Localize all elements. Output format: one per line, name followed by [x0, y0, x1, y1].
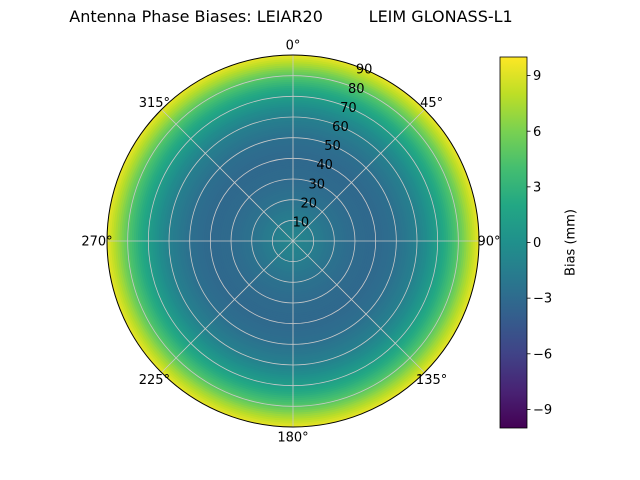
angular-tick-label: 225°: [139, 373, 170, 388]
radial-tick-label: 30: [308, 177, 325, 192]
colorbar: 9 6 3 0 −3 −6 −9 Bias (mm): [499, 56, 579, 429]
polar-spoke: [292, 109, 425, 242]
polar-outline: [106, 54, 480, 428]
radial-tick-label: 10: [293, 215, 310, 230]
angular-tick-label: 90°: [477, 235, 500, 250]
angular-tick-label: 135°: [416, 373, 447, 388]
colorbar-axis-label: Bias (mm): [564, 209, 579, 276]
radial-tick-label: 70: [340, 101, 357, 116]
colorbar-tick-label: 0: [533, 236, 541, 251]
colorbar-tick-label: −6: [533, 347, 552, 362]
radial-tick-label: 90: [356, 63, 373, 78]
angular-tick-label: 0°: [286, 39, 301, 54]
polar-spoke: [161, 240, 294, 373]
colorbar-tick-label: −3: [533, 292, 552, 307]
colorbar-tick-label: 3: [533, 180, 541, 195]
radial-tick-label: 20: [301, 196, 318, 211]
angular-tick-label: 45°: [420, 96, 443, 111]
polar-spoke: [161, 109, 294, 242]
polar-grid: [106, 54, 480, 428]
radial-tick-label: 40: [316, 158, 333, 173]
radial-tick-label: 60: [332, 120, 349, 135]
chart-title: Antenna Phase Biases: LEIAR20 LEIM GLONA…: [69, 7, 512, 26]
angular-tick-label: 315°: [139, 96, 170, 111]
angular-tick-label: 270°: [81, 235, 112, 250]
colorbar-tick-label: 9: [533, 69, 541, 84]
colorbar-tick-label: −9: [533, 403, 552, 418]
polar-spoke: [292, 240, 425, 373]
radial-tick-label: 80: [348, 82, 365, 97]
radial-tick-label: 50: [324, 139, 341, 154]
polar-axis-labels: 10 20 30 40 50 60 70 80 90 0° 45° 90° 135° 180° 225° 27…: [81, 39, 500, 446]
angular-tick-label: 180°: [277, 431, 308, 446]
colorbar-tick-label: 6: [533, 125, 541, 140]
colorbar-gradient: [499, 56, 528, 429]
